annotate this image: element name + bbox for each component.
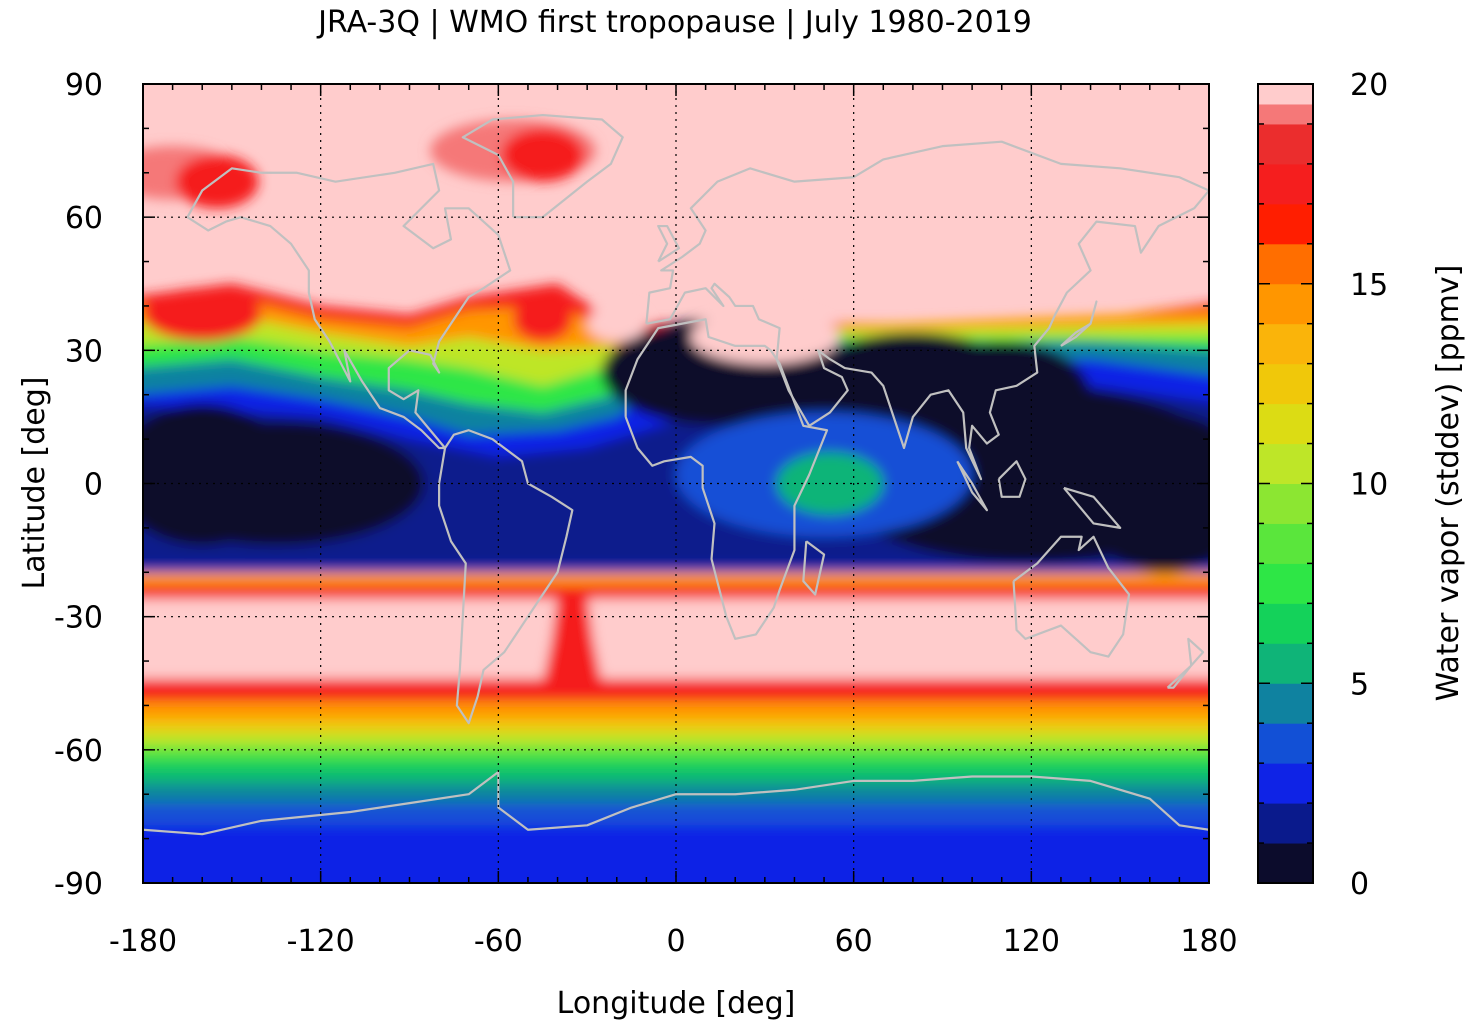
plot-area [143, 84, 1209, 883]
colorbar-swatch [1258, 643, 1313, 684]
colorbar-tick-label: 10 [1350, 468, 1388, 503]
colorbar-swatch [1258, 203, 1313, 245]
field-band [143, 701, 1209, 719]
field-cell [143, 403, 292, 546]
x-tick-label: 60 [835, 924, 873, 959]
coastline-borneo [997, 460, 1027, 498]
y-tick-label: -30 [54, 601, 103, 636]
field-band [143, 745, 1209, 759]
colorbar-swatch [1258, 803, 1313, 844]
field-band [143, 758, 1209, 773]
coastline-japan [1060, 300, 1098, 347]
x-tick-labels: -180 -120 -60 0 60 120 180 [109, 924, 1238, 959]
y-tick-label: -60 [54, 734, 103, 769]
colorbar-frame [1257, 83, 1314, 884]
field-cell [513, 297, 573, 342]
x-tick-label: -180 [109, 924, 177, 959]
colorbar-swatch [1258, 123, 1313, 165]
colorbar-swatch [1258, 84, 1313, 105]
x-tick-label: -60 [474, 924, 523, 959]
colorbar-swatch [1258, 443, 1313, 484]
field-cell [690, 310, 839, 364]
coastlines [143, 113, 1209, 836]
x-tick-label: 0 [666, 924, 685, 959]
colorbar-swatch [1258, 603, 1313, 644]
chart-title: JRA-3Q | WMO first tropopause | July 198… [316, 5, 1032, 40]
x-tick-label: -120 [287, 924, 355, 959]
colorbar-swatch [1258, 563, 1313, 604]
tick-marks [142, 83, 1210, 884]
coastline-britain [657, 224, 681, 263]
colorbar-label: Water vapor (stddev) [ppmv] [1431, 265, 1466, 702]
colorbar-swatch [1258, 163, 1313, 205]
y-tick-label: 0 [84, 468, 103, 503]
water-vapor-field [143, 84, 1209, 883]
field-band [143, 803, 1209, 826]
y-tick-labels: 90 60 30 0 -30 -60 -90 [54, 68, 103, 902]
colorbar-swatch [1258, 363, 1313, 405]
coastline-south-america [438, 429, 574, 725]
coastline-australia [1012, 535, 1131, 658]
coastline-africa [624, 318, 829, 640]
coastline-new-zealand [1166, 637, 1205, 689]
colorbar [1258, 83, 1313, 884]
field-cell [587, 305, 647, 342]
coastline-greenland [461, 113, 624, 219]
colorbar-swatch [1258, 523, 1313, 564]
colorbar-tick-label: 5 [1350, 667, 1369, 702]
colorbar-swatch [1258, 723, 1313, 764]
colorbar-tick-label: 20 [1350, 68, 1388, 103]
colorbar-swatch [1258, 843, 1313, 884]
coastline-madagascar [802, 540, 826, 596]
y-tick-label: 90 [65, 68, 103, 103]
coastline-eurasia [645, 140, 1209, 481]
coastline-north-america [186, 162, 512, 450]
x-tick-label: 180 [1180, 924, 1237, 959]
colorbar-swatch [1258, 763, 1313, 804]
field-band [143, 718, 1209, 733]
colorbar-swatch [1258, 243, 1313, 285]
field-cell [143, 288, 262, 342]
y-tick-label: 30 [65, 334, 103, 369]
field-cell [175, 155, 259, 209]
field-band [143, 572, 1209, 586]
grid-lines [143, 84, 1209, 883]
field-band [143, 825, 1209, 883]
y-axis-label: Latitude [deg] [17, 377, 52, 590]
colorbar-swatch [1258, 103, 1313, 125]
x-axis-label: Longitude [deg] [557, 986, 796, 1021]
colorbar-swatch [1258, 683, 1313, 724]
field-cell [501, 128, 585, 182]
field-shapes [143, 119, 1209, 883]
colorbar-swatch [1258, 483, 1313, 524]
field-cell [1075, 412, 1209, 573]
colorbar-swatch [1258, 323, 1313, 365]
field-band [143, 585, 1209, 599]
field-cell [912, 341, 1091, 448]
colorbar-tick-labels: 20 15 10 5 0 [1350, 68, 1388, 902]
colorbar-swatch [1258, 283, 1313, 325]
colorbar-swatch [1258, 403, 1313, 445]
x-tick-label: 120 [1003, 924, 1060, 959]
colorbar-tick-label: 0 [1350, 867, 1369, 902]
field-band [143, 678, 1209, 702]
y-tick-label: -90 [54, 867, 103, 902]
y-tick-label: 60 [65, 201, 103, 236]
coastline-new-guinea [1063, 486, 1122, 529]
coastline-antarctica [143, 770, 1209, 836]
colorbar-tick-label: 15 [1350, 268, 1388, 303]
coastline-sumatra [956, 460, 989, 512]
field-band [143, 732, 1209, 746]
